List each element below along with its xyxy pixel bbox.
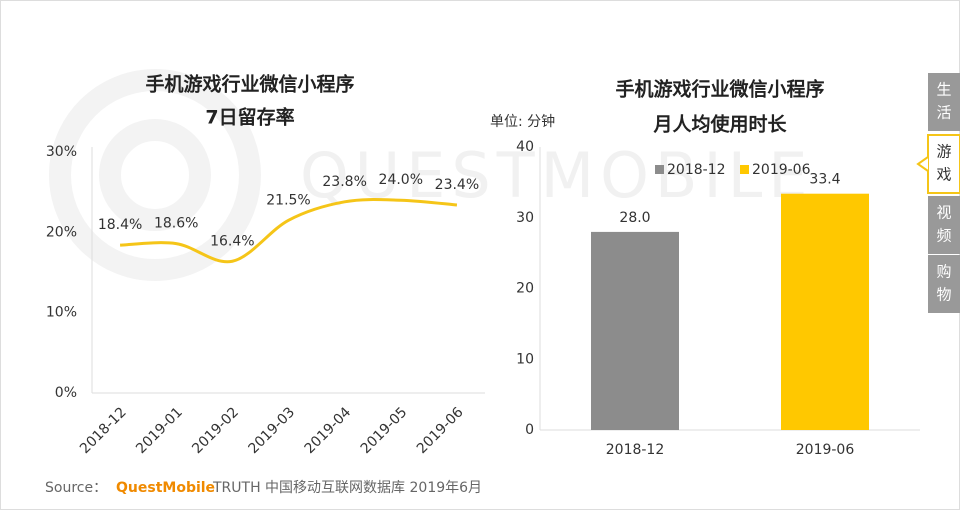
tab-label: 物 [936, 286, 951, 304]
y-tick-label: 10 [516, 351, 534, 367]
side-tab[interactable]: 购物 [928, 255, 960, 313]
line [120, 198, 458, 264]
y-tick-label: 0% [55, 385, 77, 401]
tab-label: 视 [936, 204, 951, 222]
source-text: TRUTH 中国移动互联网数据库 2019年6月 [212, 480, 482, 496]
y-tick-label: 30 [516, 210, 534, 226]
tab-label: 购 [936, 263, 951, 281]
y-tick-label: 40 [516, 139, 534, 155]
chart-subtitle: 7日留存率 [205, 106, 294, 129]
value-label: 21.5% [266, 192, 310, 208]
value-label: 18.6% [154, 216, 198, 232]
y-tick-label: 0 [525, 422, 534, 438]
tab-bg [928, 255, 960, 313]
tab-bg [928, 196, 960, 254]
source-prefix: Source： [45, 480, 107, 496]
value-label: 23.4% [435, 177, 479, 193]
value-label: 28.0 [619, 210, 650, 226]
value-label: 33.4 [809, 172, 840, 188]
value-label: 16.4% [210, 233, 254, 249]
tab-label: 生 [936, 81, 951, 99]
tab-label: 活 [936, 104, 951, 122]
legend-label: 2018-12 [667, 162, 726, 178]
legend-swatch [655, 165, 664, 174]
y-tick-label: 10% [46, 305, 77, 321]
x-tick-label: 2019-06 [796, 442, 855, 458]
x-tick-label: 2018-12 [606, 442, 665, 458]
tab-arrow [916, 156, 929, 172]
y-tick-label: 20 [516, 281, 534, 297]
bar [591, 231, 679, 430]
bar [781, 193, 869, 430]
value-label: 24.0% [379, 172, 423, 188]
y-tick-label: 20% [46, 224, 77, 240]
y-axis-label: 单位: 分钟 [490, 113, 555, 130]
side-tab[interactable]: 生活 [928, 73, 960, 131]
legend-label: 2019-06 [752, 162, 811, 178]
side-tab[interactable]: 视频 [928, 196, 960, 254]
chart-title: 手机游戏行业微信小程序 [145, 73, 354, 96]
side-tab[interactable]: 游戏 [916, 134, 960, 194]
value-label: 23.8% [322, 174, 366, 190]
tab-label: 戏 [936, 166, 951, 184]
watermark-logo [49, 69, 261, 281]
tab-bg [928, 73, 960, 131]
legend-swatch [740, 165, 749, 174]
value-label: 18.4% [98, 217, 142, 233]
tab-label: 频 [936, 227, 951, 245]
chart-title: 手机游戏行业微信小程序 [615, 78, 824, 101]
y-tick-label: 30% [46, 144, 77, 160]
tab-label: 游 [936, 143, 951, 161]
chart-subtitle: 月人均使用时长 [652, 113, 787, 136]
source-brand: QuestMobile [116, 480, 215, 496]
